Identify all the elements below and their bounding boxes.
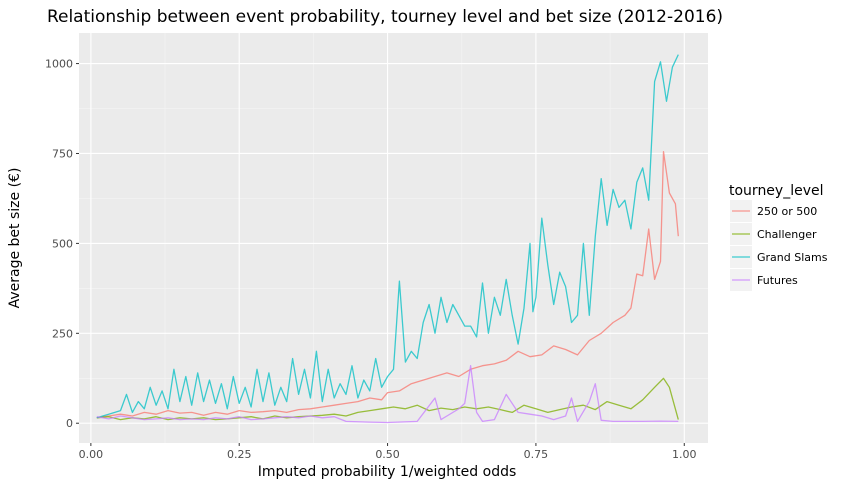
y-tick-label: 750 — [52, 147, 73, 160]
plot-panel — [79, 33, 708, 443]
legend-items: 250 or 500 Challenger Grand Slams Futures — [730, 200, 828, 291]
legend-item-grand-slams: Grand Slams — [730, 246, 828, 268]
legend-item-250-or-500: 250 or 500 — [730, 200, 817, 222]
x-axis: 0.00 0.25 0.50 0.75 1.00 — [79, 443, 697, 461]
series-lines — [96, 54, 679, 424]
y-tick-label: 500 — [52, 237, 73, 250]
legend-label: Futures — [757, 274, 798, 287]
y-tick-label: 250 — [52, 327, 73, 340]
legend-label: Grand Slams — [757, 251, 828, 264]
x-axis-title: Imputed probability 1/weighted odds — [258, 464, 517, 480]
legend-item-futures: Futures — [730, 269, 798, 291]
x-tick-label: 0.00 — [79, 448, 104, 461]
legend-label: Challenger — [757, 228, 817, 241]
y-axis-title: Average bet size (€) — [7, 168, 23, 309]
x-tick-label: 1.00 — [672, 448, 697, 461]
legend-label: 250 or 500 — [757, 205, 817, 218]
legend: tourney_level 250 or 500 Challenger Grand … — [729, 183, 828, 291]
grid-lines — [79, 33, 708, 443]
x-tick-label: 0.25 — [227, 448, 252, 461]
legend-item-challenger: Challenger — [730, 223, 817, 245]
series-line-grand-slams — [96, 54, 679, 419]
y-tick-label: 0 — [66, 417, 73, 430]
legend-title: tourney_level — [729, 183, 824, 199]
y-tick-label: 1000 — [45, 58, 73, 71]
x-tick-label: 0.75 — [524, 448, 549, 461]
y-axis: 0 250 500 750 1000 — [45, 58, 79, 430]
series-line-250-or-500 — [96, 151, 679, 419]
chart-title: Relationship between event probability, … — [47, 7, 723, 27]
series-line-futures — [96, 365, 679, 424]
x-tick-label: 0.50 — [375, 448, 400, 461]
